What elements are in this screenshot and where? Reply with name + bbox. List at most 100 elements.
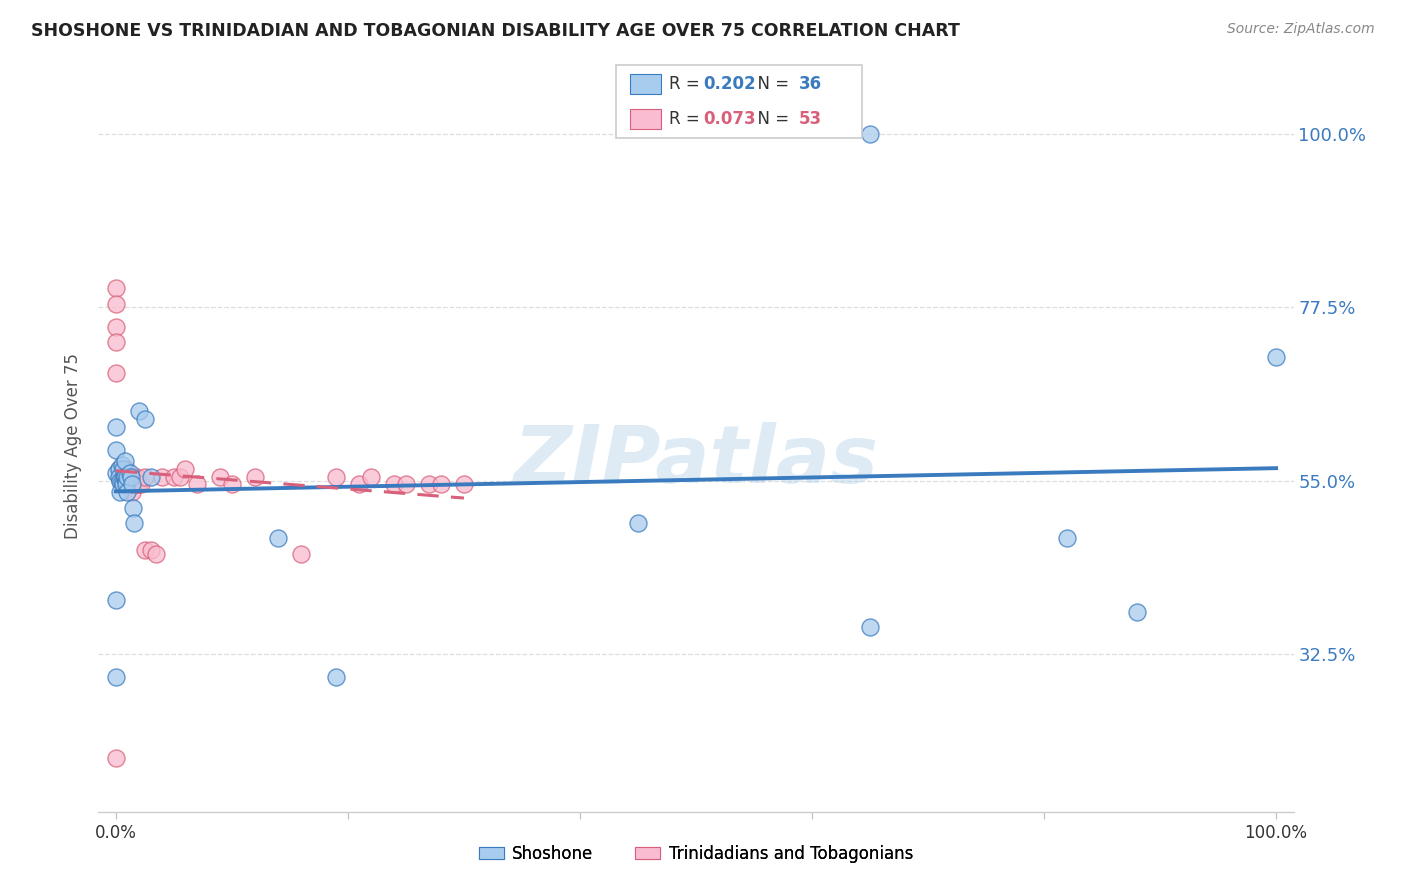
Point (134, 412, 156, 426)
Point (104, 670, 127, 684)
Point (163, 470, 186, 484)
Point (111, 477, 134, 491)
Legend: Shoshone, Trinidadians and Tobagonians: Shoshone, Trinidadians and Tobagonians (472, 838, 920, 869)
Text: ZIPatlas: ZIPatlas (513, 422, 879, 500)
Point (1056, 532, 1078, 546)
Point (290, 547, 312, 561)
Point (859, 620, 882, 634)
Point (128, 477, 150, 491)
Point (118, 474, 141, 488)
Text: N =: N = (747, 111, 794, 128)
Point (111, 474, 134, 488)
Point (349, 477, 371, 491)
Point (120, 470, 142, 484)
Point (121, 477, 143, 491)
Point (127, 477, 149, 491)
Point (121, 477, 143, 491)
Point (108, 462, 131, 476)
Point (325, 670, 347, 684)
Point (122, 500, 145, 515)
Text: R =: R = (669, 111, 706, 128)
Point (174, 462, 197, 476)
Point (114, 454, 136, 468)
Point (117, 470, 139, 484)
Point (1265, 351, 1288, 365)
Text: SHOSHONE VS TRINIDADIAN AND TOBAGONIAN DISABILITY AGE OVER 75 CORRELATION CHART: SHOSHONE VS TRINIDADIAN AND TOBAGONIAN D… (31, 22, 960, 40)
Text: 0.073: 0.073 (703, 111, 755, 128)
Point (111, 458, 134, 473)
Text: R =: R = (669, 75, 706, 93)
Point (104, 751, 127, 765)
Point (118, 481, 141, 495)
Point (118, 466, 141, 480)
Point (104, 466, 127, 480)
Point (124, 470, 146, 484)
Point (104, 593, 127, 607)
Text: N =: N = (747, 75, 794, 93)
Point (104, 442, 127, 457)
Point (115, 474, 138, 488)
Point (139, 543, 162, 558)
Point (110, 474, 132, 488)
Point (221, 477, 243, 491)
Point (114, 470, 136, 484)
Point (145, 547, 167, 561)
Point (134, 470, 156, 484)
Point (124, 516, 146, 530)
Point (117, 477, 139, 491)
Point (382, 477, 405, 491)
Point (243, 470, 266, 484)
Point (110, 485, 132, 500)
Point (131, 477, 153, 491)
Point (117, 470, 139, 484)
Point (209, 470, 232, 484)
Text: 36: 36 (799, 75, 821, 93)
Point (150, 470, 173, 484)
Point (122, 477, 145, 491)
Point (117, 485, 139, 500)
Point (111, 462, 134, 476)
Point (104, 366, 127, 380)
Point (115, 470, 138, 484)
Point (395, 477, 418, 491)
Point (111, 462, 134, 476)
Point (121, 485, 143, 500)
Point (325, 470, 347, 484)
Point (859, 127, 882, 141)
Point (124, 477, 146, 491)
Point (120, 470, 142, 484)
Point (114, 477, 136, 491)
Point (115, 477, 138, 491)
Point (104, 319, 127, 334)
Point (112, 474, 135, 488)
Text: Source: ZipAtlas.com: Source: ZipAtlas.com (1227, 22, 1375, 37)
Point (418, 477, 440, 491)
Point (104, 419, 127, 434)
Point (134, 543, 156, 558)
Point (111, 470, 134, 484)
Point (128, 404, 150, 418)
Point (627, 516, 650, 530)
Point (111, 470, 134, 484)
Point (112, 470, 135, 484)
Point (108, 470, 131, 484)
Y-axis label: Disability Age Over 75: Disability Age Over 75 (65, 353, 83, 539)
Point (267, 532, 290, 546)
Point (122, 470, 145, 484)
Point (186, 477, 208, 491)
Point (104, 296, 127, 310)
Point (429, 477, 451, 491)
Point (169, 470, 191, 484)
Point (104, 334, 127, 349)
Point (125, 470, 148, 484)
Point (117, 470, 139, 484)
Point (115, 462, 138, 476)
Point (110, 474, 132, 488)
Point (360, 470, 382, 484)
Point (104, 281, 127, 295)
Point (108, 462, 131, 476)
Point (139, 470, 162, 484)
Point (453, 477, 475, 491)
Text: 53: 53 (799, 111, 821, 128)
Point (108, 470, 131, 484)
